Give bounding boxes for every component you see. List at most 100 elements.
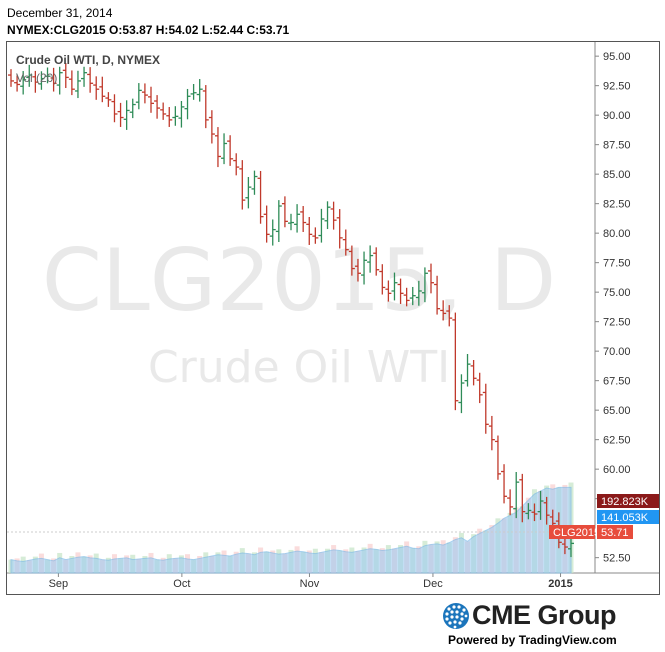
price-tick-label: 62.50 (603, 435, 631, 447)
brand-name: CME Group (472, 600, 617, 630)
ohlc-bar (251, 170, 258, 195)
ohlc-bar (397, 278, 404, 304)
ohlc-bar (507, 489, 514, 516)
ohlc-bar (568, 537, 574, 558)
ohlc-bar (354, 258, 361, 282)
close-value: 53.71 (259, 23, 290, 37)
price-tick-label: 65.00 (603, 405, 631, 417)
price-badge-symbol: CLG2015 (549, 525, 600, 539)
ohlc-bar (348, 245, 355, 276)
ohlc-bar (221, 133, 228, 165)
ohlc-bar (239, 160, 246, 210)
open-label: O: (109, 23, 123, 37)
high-label: H: (155, 23, 169, 37)
ohlc-bar (452, 312, 459, 411)
ohlc-bar (482, 383, 489, 434)
volume-ma-area (10, 486, 572, 574)
ohlc-bar (373, 247, 380, 276)
ohlc-bar (227, 135, 234, 166)
price-tick-label: 77.50 (603, 258, 631, 270)
ohlc-bar (38, 71, 45, 90)
ohlc-bar (409, 286, 416, 306)
ohlc-bar (494, 435, 501, 480)
ohlc-bar (56, 66, 63, 95)
ohlc-bar (111, 94, 118, 123)
ohlc-bar (208, 110, 215, 144)
ohlc-bar (403, 287, 410, 307)
ohlc-bar (330, 201, 337, 230)
ohlc-bar (318, 208, 325, 243)
open-value: 53.87 (122, 23, 153, 37)
price-tick-label: 52.50 (603, 553, 631, 565)
price-tick-label: 82.50 (603, 199, 631, 211)
ohlc-bar (324, 201, 331, 230)
ohlc-bar (263, 205, 270, 243)
volume-badge-total-box (597, 494, 659, 508)
ohlc-bar (385, 280, 392, 302)
price-tick-label: 92.50 (603, 81, 631, 93)
ohlc-bar (32, 70, 39, 93)
ohlc-bar (245, 176, 252, 209)
ohlc-bar (470, 360, 477, 386)
ohlc-bar (525, 503, 532, 520)
ohlc-bar (440, 300, 447, 321)
price-tick-label: 85.00 (603, 169, 631, 181)
ohlc-bar (519, 473, 526, 523)
ohlc-bar (172, 106, 179, 126)
ohlc-bar (123, 100, 130, 130)
ohlc-bar (476, 372, 483, 404)
time-tick-label: 2015 (548, 578, 572, 590)
price-tick-label: 87.50 (603, 140, 631, 152)
ohlc-bar (281, 196, 288, 228)
ohlc-bar (294, 204, 301, 233)
ohlc-bar (20, 71, 27, 95)
price-tick-label: 72.50 (603, 317, 631, 329)
price-tick-label: 70.00 (603, 346, 631, 358)
volume-legend: Vol (20) (16, 71, 57, 85)
watermark-symbol: CLG2015, D (42, 231, 556, 331)
watermark: CLG2015, D Crude Oil WTI (42, 231, 556, 393)
price-tick-label: 60.00 (603, 464, 631, 476)
ohlc-bar (154, 95, 161, 119)
ohlc-bar (367, 245, 374, 273)
ohlc-bar (257, 170, 264, 224)
price-tick-label: 75.00 (603, 287, 631, 299)
volume-badge-ma: 141.053K (597, 510, 659, 524)
price-bars (8, 63, 574, 558)
time-tick-label: Oct (173, 578, 190, 590)
ohlc-bar (300, 206, 307, 232)
ohlc-bar (342, 229, 349, 256)
ohlc-bar (391, 272, 398, 301)
ohlc-bar (214, 127, 221, 168)
ohlc-bar (44, 67, 51, 84)
ohlc-bar (488, 415, 495, 451)
ohlc-bar (196, 79, 203, 102)
chart-date: December 31, 2014 (7, 6, 113, 20)
ohlc-bar (99, 76, 106, 103)
ohlc-bar (306, 216, 313, 245)
ohlc-bar (105, 92, 112, 107)
ohlc-bar (184, 88, 191, 120)
ohlc-bar (166, 107, 173, 127)
legend-title: Crude Oil WTI, D, NYMEX (16, 53, 160, 67)
volume-badge-ma-text: 141.053K (601, 512, 649, 524)
price-badge-value: 53.71 (597, 525, 633, 539)
ohlc-header: NYMEX:CLG2015 O:53.87 H:54.02 L:52.44 C:… (7, 23, 289, 37)
ohlc-bar (141, 83, 148, 104)
volume-badge-total: 192.823K (597, 494, 659, 508)
cme-logo: CME Group Powered by TradingView.com (440, 598, 660, 650)
price-ticks: 95.00 92.50 90.00 87.50 85.00 82.50 80.00 77.50… (595, 51, 631, 565)
ohlc-bar (8, 69, 14, 87)
ohlc-bar (361, 251, 368, 285)
low-label: L: (201, 23, 214, 37)
ohlc-bar (415, 280, 422, 306)
ohlc-bar (336, 209, 343, 249)
ohlc-bar (68, 70, 75, 96)
ohlc-bar (428, 263, 434, 294)
ohlc-bar (275, 200, 282, 243)
ohlc-bar (434, 275, 441, 315)
time-ticks: Sep Oct Nov Dec 2015 (49, 573, 573, 590)
ohlc-bar (446, 305, 453, 327)
ohlc-bar (129, 98, 136, 119)
price-tick-label: 80.00 (603, 228, 631, 240)
